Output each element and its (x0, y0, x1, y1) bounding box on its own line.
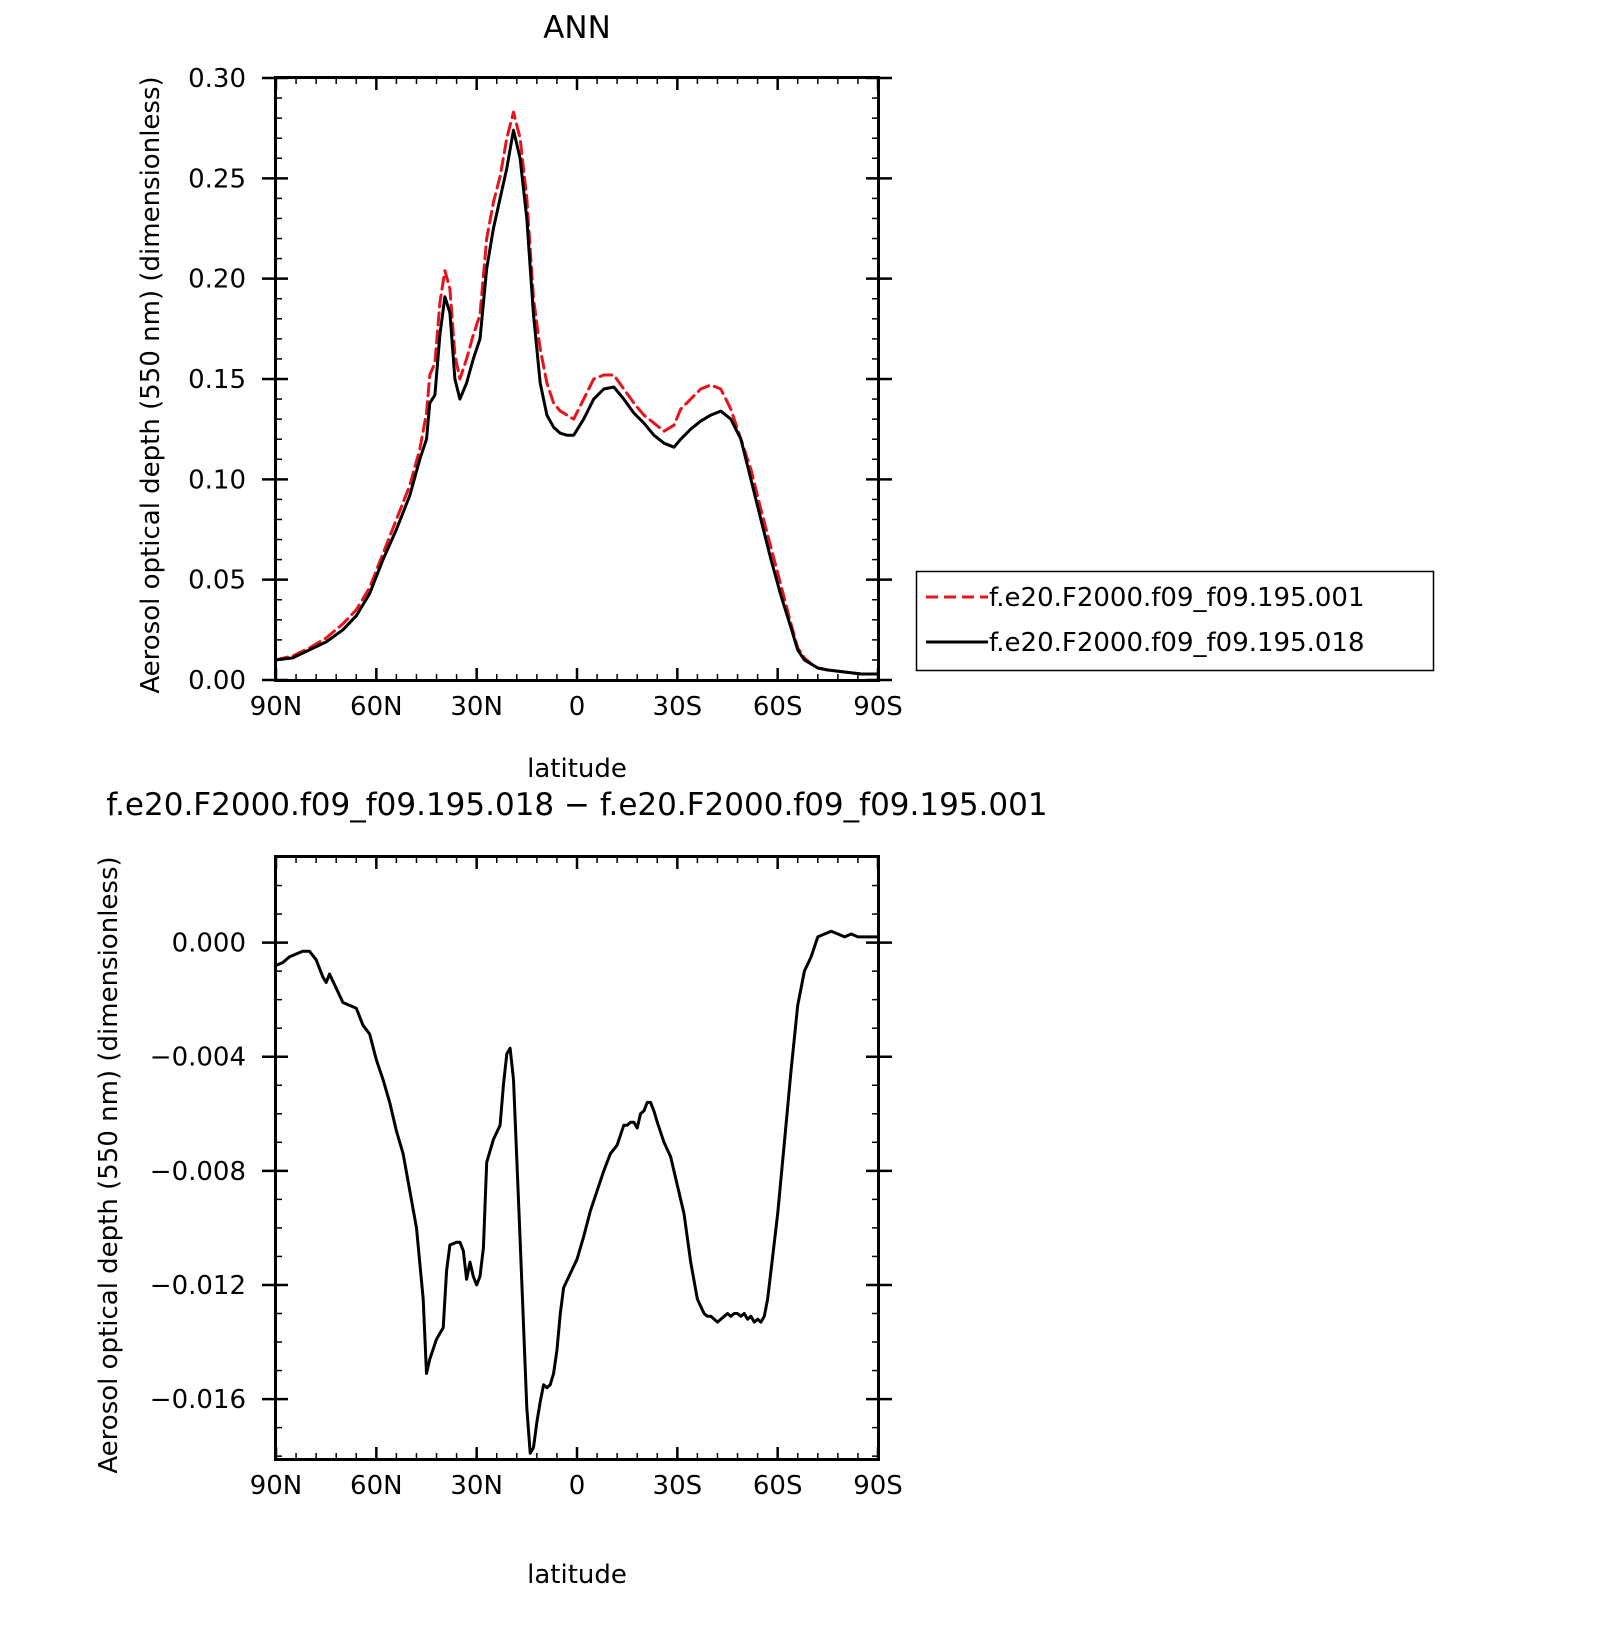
series-line-2 (274, 128, 880, 676)
series-line-1 (274, 929, 880, 1455)
x-tick-label: 90S (853, 692, 903, 722)
bottom-x-tick-labels: 90N 60N 30N 0 30S 60S 90S (250, 1471, 903, 1501)
top-axis-ticks (262, 76, 892, 682)
x-tick-label: 60S (753, 1471, 803, 1501)
y-tick-label: −0.008 (150, 1157, 246, 1187)
x-tick-label: 90N (250, 692, 303, 722)
x-tick-label: 30N (450, 1471, 503, 1501)
x-tick-label: 60N (350, 1471, 403, 1501)
top-y-tick-labels: 0.00 0.05 0.10 0.15 0.20 0.25 0.30 (188, 64, 246, 696)
x-tick-label: 30S (653, 692, 703, 722)
bottom-series-lines (274, 929, 880, 1455)
top-x-axis-title: latitude (527, 754, 627, 784)
legend-box (915, 570, 1435, 672)
x-tick-label: 0 (569, 692, 586, 722)
y-tick-label: 0.30 (188, 64, 246, 94)
y-tick-label: −0.016 (150, 1385, 246, 1415)
legend-entry-1: f.e20.F2000.f09_f09.195.001 (989, 583, 1365, 613)
y-tick-label: 0.00 (188, 666, 246, 696)
legend-entry-2: f.e20.F2000.f09_f09.195.018 (989, 628, 1365, 658)
top-y-axis-title: Aerosol optical depth (550 nm) (dimensio… (136, 76, 166, 693)
y-tick-label: −0.004 (150, 1043, 246, 1073)
y-tick-label: 0.20 (188, 265, 246, 295)
top-plot-frame (274, 76, 880, 682)
bottom-chart-title: f.e20.F2000.f09_f09.195.018 − f.e20.F200… (106, 787, 1047, 823)
y-tick-label: 0.10 (188, 465, 246, 495)
y-tick-label: 0.25 (188, 164, 246, 194)
bottom-y-axis-title: Aerosol optical depth (550 nm) (dimensio… (94, 856, 124, 1473)
x-tick-label: 90N (250, 1471, 303, 1501)
x-tick-label: 0 (569, 1471, 586, 1501)
y-tick-label: 0.000 (172, 929, 246, 959)
bottom-x-axis-title: latitude (527, 1560, 627, 1590)
x-tick-label: 90S (853, 1471, 903, 1501)
bottom-panel: f.e20.F2000.f09_f09.195.018 − f.e20.F200… (94, 787, 1048, 1590)
top-panel: ANN 90N 60N 30N 0 30S 60S 90S 0.00 0.05 0.10 0.15… (136, 10, 903, 784)
bottom-y-tick-labels: 0.000 −0.004 −0.008 −0.012 −0.016 (150, 929, 246, 1415)
x-tick-label: 30N (450, 692, 503, 722)
y-tick-label: 0.05 (188, 566, 246, 596)
top-x-tick-labels: 90N 60N 30N 0 30S 60S 90S (250, 692, 903, 722)
x-tick-label: 60N (350, 692, 403, 722)
series-line-1 (274, 110, 880, 676)
x-tick-label: 30S (653, 1471, 703, 1501)
legend: f.e20.F2000.f09_f09.195.001 f.e20.F2000.… (915, 570, 1435, 672)
y-tick-label: 0.15 (188, 365, 246, 395)
x-tick-label: 60S (753, 692, 803, 722)
top-chart-title: ANN (543, 10, 611, 46)
bottom-axis-ticks (262, 857, 892, 1459)
bottom-plot-frame (274, 855, 880, 1461)
top-series-lines (274, 110, 880, 676)
y-tick-label: −0.012 (150, 1271, 246, 1301)
